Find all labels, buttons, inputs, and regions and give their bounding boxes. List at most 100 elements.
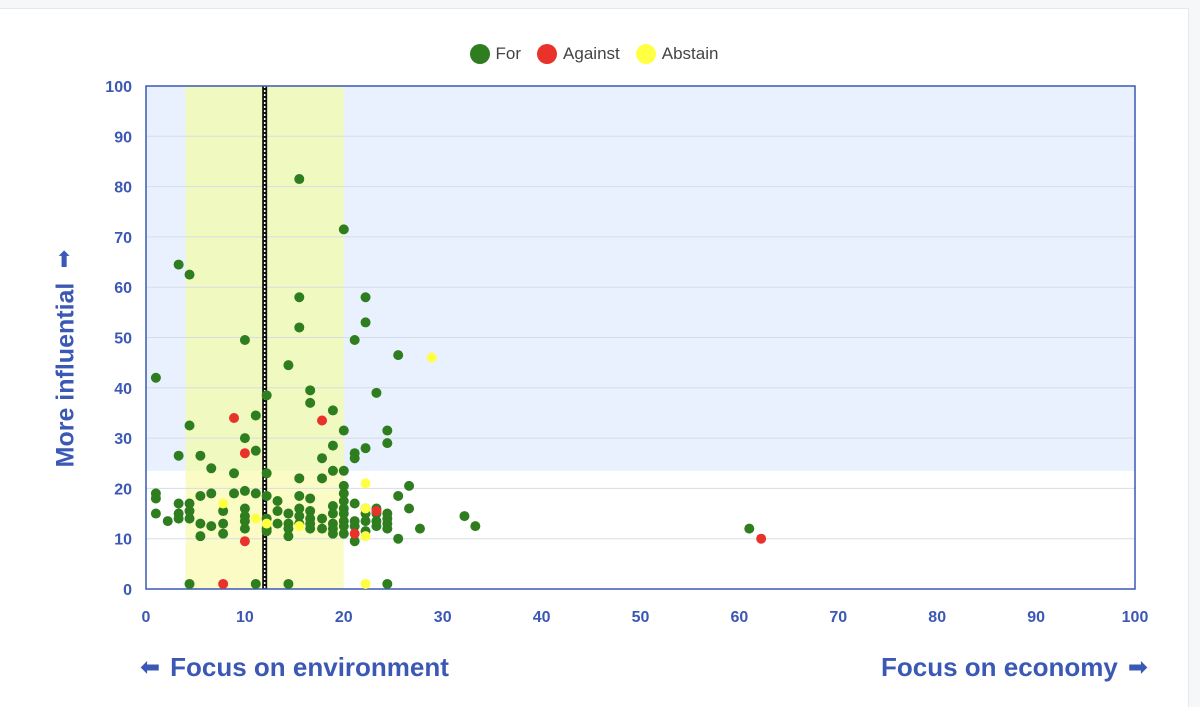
y-axis-title: More influential bbox=[51, 282, 80, 468]
y-tick-label: 30 bbox=[114, 431, 132, 448]
legend-item-abstain[interactable]: Abstain bbox=[635, 44, 719, 64]
data-point-for bbox=[250, 488, 261, 499]
data-point-for bbox=[382, 425, 393, 436]
data-point-against bbox=[218, 578, 229, 589]
data-point-for bbox=[327, 405, 338, 416]
data-point-for bbox=[327, 465, 338, 476]
x-tick-label: 10 bbox=[236, 609, 254, 626]
y-tick-label: 40 bbox=[114, 381, 132, 398]
data-point-for bbox=[317, 523, 328, 534]
data-point-for bbox=[305, 493, 316, 504]
data-point-for bbox=[173, 513, 184, 524]
data-point-for bbox=[195, 490, 206, 501]
data-point-for bbox=[470, 521, 481, 532]
data-point-for bbox=[327, 508, 338, 519]
data-point-for bbox=[184, 578, 195, 589]
y-tick-label: 90 bbox=[114, 129, 132, 146]
data-point-for bbox=[414, 523, 425, 534]
data-point-for bbox=[150, 493, 161, 504]
data-point-abstain bbox=[360, 478, 371, 489]
data-point-for bbox=[184, 513, 195, 524]
data-point-for bbox=[338, 465, 349, 476]
data-point-for bbox=[360, 317, 371, 328]
x-tick-label: 80 bbox=[928, 609, 946, 626]
data-point-for bbox=[283, 523, 294, 534]
data-point-abstain bbox=[218, 498, 229, 509]
data-point-for bbox=[294, 490, 305, 501]
data-point-abstain bbox=[426, 352, 437, 363]
data-point-for bbox=[250, 410, 261, 421]
y-tick-label: 20 bbox=[114, 481, 132, 498]
chart-legend: For Against Abstain bbox=[0, 44, 1188, 64]
data-point-for bbox=[184, 269, 195, 280]
data-point-for bbox=[150, 508, 161, 519]
data-point-for bbox=[239, 516, 250, 527]
data-point-for bbox=[272, 495, 283, 506]
data-point-abstain bbox=[250, 513, 261, 524]
data-point-for bbox=[272, 518, 283, 529]
x-tick-label: 100 bbox=[1122, 609, 1149, 626]
data-point-for bbox=[195, 531, 206, 542]
legend-label-abstain: Abstain bbox=[661, 44, 719, 63]
y-tick-label: 70 bbox=[114, 230, 132, 247]
data-point-for bbox=[382, 578, 393, 589]
x-tick-label: 50 bbox=[632, 609, 650, 626]
data-point-for bbox=[283, 508, 294, 519]
x-caption-right-text: Focus on economy bbox=[880, 652, 1118, 682]
data-point-for bbox=[360, 516, 371, 527]
data-point-against bbox=[229, 412, 240, 423]
legend-swatch-for bbox=[469, 44, 490, 64]
legend-item-for[interactable]: For bbox=[469, 44, 522, 64]
data-point-for bbox=[338, 425, 349, 436]
data-point-for bbox=[250, 445, 261, 456]
data-point-for bbox=[239, 485, 250, 496]
plot-frame bbox=[145, 85, 1136, 590]
data-point-for bbox=[261, 490, 272, 501]
data-point-for bbox=[294, 511, 305, 522]
data-point-for bbox=[393, 350, 404, 361]
y-tick-label: 80 bbox=[114, 180, 132, 197]
data-point-for bbox=[272, 506, 283, 517]
data-point-for bbox=[327, 440, 338, 451]
data-point-for bbox=[338, 528, 349, 539]
y-tick-label: 100 bbox=[105, 79, 132, 96]
data-point-for bbox=[206, 488, 217, 499]
x-caption-left: ⬅ Focus on environment bbox=[140, 652, 449, 683]
legend-item-against[interactable]: Against bbox=[537, 44, 620, 64]
y-tick-label: 0 bbox=[123, 582, 132, 599]
data-point-for bbox=[294, 292, 305, 303]
data-point-for bbox=[173, 450, 184, 461]
data-point-for bbox=[218, 506, 229, 517]
data-point-for bbox=[283, 531, 294, 542]
x-tick-label: 0 bbox=[142, 609, 151, 626]
legend-label-for: For bbox=[495, 44, 522, 63]
data-point-for bbox=[338, 224, 349, 235]
y-tick-label: 60 bbox=[114, 280, 132, 297]
data-point-for bbox=[195, 450, 206, 461]
x-tick-label: 60 bbox=[731, 609, 749, 626]
data-point-abstain bbox=[360, 503, 371, 514]
data-point-for bbox=[229, 468, 240, 479]
data-point-for bbox=[317, 513, 328, 524]
data-point-for bbox=[744, 523, 755, 534]
data-point-for bbox=[349, 521, 360, 532]
data-point-for bbox=[206, 463, 217, 474]
data-point-for bbox=[239, 523, 250, 534]
legend-label-against: Against bbox=[563, 44, 620, 63]
data-point-for bbox=[317, 473, 328, 484]
data-point-for bbox=[338, 488, 349, 499]
data-point-for bbox=[393, 533, 404, 544]
data-point-for bbox=[150, 372, 161, 383]
data-point-for bbox=[459, 511, 470, 522]
legend-swatch-against bbox=[537, 44, 558, 64]
data-point-against bbox=[239, 536, 250, 547]
data-point-for bbox=[338, 480, 349, 491]
data-point-against bbox=[756, 533, 767, 544]
data-point-for bbox=[338, 508, 349, 519]
arrow-right-icon: ➡ bbox=[1127, 654, 1148, 681]
data-point-for bbox=[382, 438, 393, 449]
data-point-against bbox=[371, 506, 382, 517]
data-point-for bbox=[404, 503, 415, 514]
data-point-for bbox=[239, 503, 250, 514]
